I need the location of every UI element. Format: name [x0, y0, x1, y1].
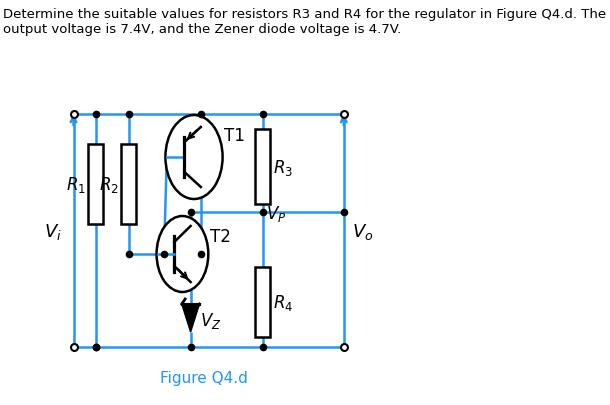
Text: $R_1$: $R_1$	[66, 175, 86, 194]
Circle shape	[165, 116, 223, 200]
Text: T1: T1	[224, 127, 245, 145]
Polygon shape	[182, 304, 199, 332]
Text: $V_P$: $V_P$	[266, 203, 287, 224]
Text: T2: T2	[210, 228, 231, 245]
Text: $V_Z$: $V_Z$	[200, 310, 221, 330]
Bar	[88, 145, 104, 224]
Bar	[121, 145, 136, 224]
Text: Determine the suitable values for resistors R3 and R4 for the regulator in Figur: Determine the suitable values for resist…	[4, 8, 610, 36]
Text: $R_4$: $R_4$	[273, 292, 293, 312]
Text: $R_3$: $R_3$	[273, 157, 293, 177]
Text: $V_o$: $V_o$	[352, 221, 373, 241]
Text: Figure Q4.d: Figure Q4.d	[160, 370, 248, 385]
Bar	[255, 267, 270, 337]
Text: $V_i$: $V_i$	[44, 221, 62, 241]
Text: $R_2$: $R_2$	[99, 175, 118, 194]
Bar	[255, 130, 270, 205]
Circle shape	[157, 216, 208, 292]
